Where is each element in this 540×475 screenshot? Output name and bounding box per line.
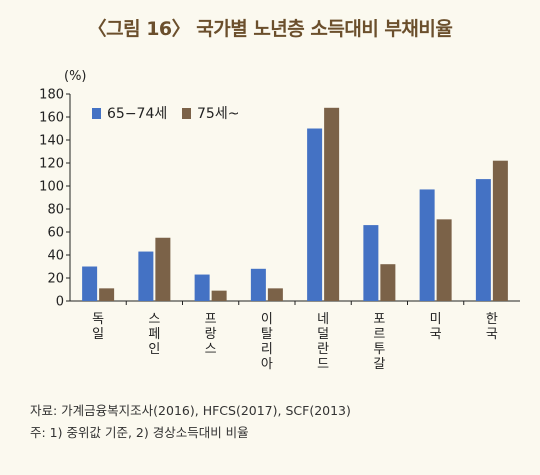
bar	[380, 264, 396, 301]
bar	[436, 219, 452, 301]
y-unit-label: (%)	[64, 69, 87, 84]
y-tick-label: 120	[39, 157, 64, 172]
bar	[492, 160, 508, 301]
y-axis: 0 20 40 60 80 100 120 140 160 180	[39, 88, 71, 310]
bar	[267, 288, 283, 301]
y-tick-label: 0	[56, 295, 64, 310]
bar	[307, 128, 323, 301]
footnote: 주: 1) 중위값 기준, 2) 경상소득대비 비율	[30, 425, 249, 440]
y-tick-label: 40	[47, 249, 64, 264]
legend-label: 65−74세	[107, 106, 167, 122]
y-tick-label: 80	[47, 203, 64, 218]
bar	[194, 274, 210, 301]
y-tick-label: 60	[47, 226, 64, 241]
source-note: 자료: 가계금융복지조사(2016), HFCS(2017), SCF(2013…	[30, 403, 351, 418]
y-tick-label: 140	[39, 134, 64, 149]
bar	[250, 268, 266, 301]
bar	[419, 189, 435, 301]
bar	[82, 266, 98, 301]
bar	[138, 251, 154, 301]
bar	[363, 225, 379, 301]
x-axis	[70, 300, 520, 305]
notes: 자료: 가계금융복지조사(2016), HFCS(2017), SCF(2013…	[30, 400, 351, 444]
bar-chart: (%) 0 20 40 60 80 100 120 140 160 180 독 일 스 페 인 프 랑 스 이 탈 리…	[39, 69, 520, 372]
bars	[82, 107, 508, 301]
y-tick-label: 160	[39, 111, 64, 126]
legend-swatch	[92, 108, 101, 119]
y-tick-label: 100	[39, 180, 64, 195]
legend-label: 75세~	[197, 106, 239, 122]
y-tick-label: 180	[39, 88, 64, 103]
legend-swatch	[182, 108, 191, 119]
bar	[155, 237, 171, 301]
bar	[211, 290, 227, 301]
category-labels: 독 일 스 페 인 프 랑 스 이 탈 리 아 네 덜 란 드 포 르 투 갈 미 국 한 국	[92, 312, 498, 372]
chart-title: 〈그림 16〉 국가별 노년층 소득대비 부채비율	[87, 18, 453, 40]
legend: 65−74세 75세~	[92, 106, 239, 122]
bar	[475, 179, 491, 301]
y-tick-label: 20	[47, 272, 64, 287]
bar	[99, 288, 115, 301]
bar	[324, 107, 340, 301]
